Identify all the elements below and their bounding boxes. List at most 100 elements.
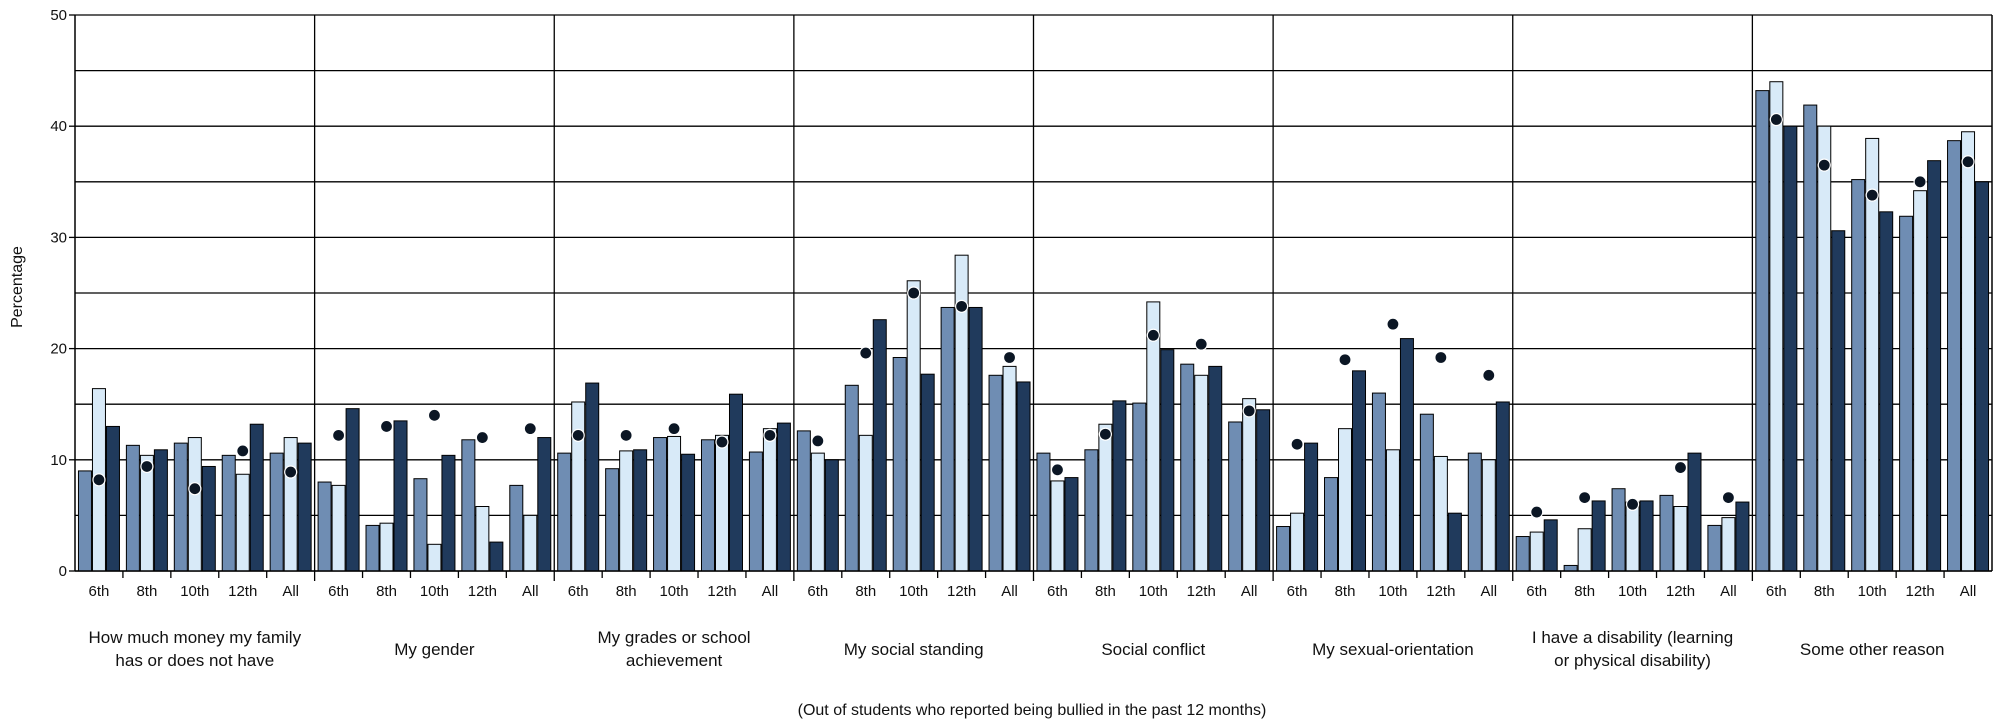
bar-series-2 [571, 401, 586, 572]
marker-point [188, 482, 202, 496]
bar-series-2 [283, 437, 298, 572]
bar-series-2 [1529, 531, 1544, 572]
x-tick-label: 10th [1378, 583, 1407, 600]
bar-series-2 [1050, 480, 1065, 572]
x-tick-label: All [282, 583, 299, 600]
marker-point [811, 434, 825, 448]
x-tick-label: 6th [1047, 583, 1068, 600]
x-tick-label: 12th [707, 583, 736, 600]
bar-series-1 [1180, 363, 1195, 572]
bar-series-3 [1160, 349, 1175, 572]
marker-point [1961, 155, 1975, 169]
bar-series-3 [1352, 370, 1367, 572]
marker-point [1194, 337, 1208, 351]
bar-series-3 [633, 449, 648, 572]
x-tick-label: 8th [136, 583, 157, 600]
marker-point [523, 422, 537, 436]
group-label: My sexual-orientation [1312, 640, 1474, 659]
bar-series-2 [1625, 501, 1640, 572]
bar-series-1 [173, 442, 188, 572]
bar-series-1 [1707, 524, 1722, 572]
bar-series-1 [1659, 494, 1674, 572]
bar-series-3 [1543, 519, 1558, 572]
x-tick-label: 12th [228, 583, 257, 600]
bar-series-2 [523, 514, 538, 572]
bar-series-2 [1913, 190, 1928, 572]
x-tick-label: 8th [1574, 583, 1595, 600]
marker-point [1290, 437, 1304, 451]
group-label: Social conflict [1101, 640, 1205, 659]
x-tick-label: 6th [1287, 583, 1308, 600]
bar-series-3 [1687, 452, 1702, 572]
bar-series-1 [844, 384, 859, 572]
marker-point [859, 346, 873, 360]
group-label: How much money my family [89, 628, 302, 647]
marker-point [140, 459, 154, 474]
bar-series-3 [1783, 125, 1798, 572]
marker-point [1625, 497, 1640, 511]
bar-series-3 [153, 449, 168, 572]
bar-series-1 [365, 524, 380, 572]
bar-series-1 [125, 444, 140, 572]
bar-series-1 [1276, 526, 1291, 572]
group-label: has or does not have [115, 651, 274, 670]
bar-series-2 [331, 484, 346, 572]
marker-point [284, 465, 298, 479]
x-tick-label: 8th [855, 583, 876, 600]
bar-series-2 [810, 452, 825, 572]
bar-series-3 [1016, 381, 1031, 572]
bar-series-2 [762, 428, 777, 572]
bar-series-1 [1324, 477, 1339, 572]
y-tick-label: 10 [50, 452, 67, 469]
marker-point [1386, 317, 1400, 331]
marker-point [955, 299, 969, 313]
chart-frame [69, 14, 1993, 581]
bar-series-3 [1879, 211, 1894, 572]
marker-point [1098, 427, 1112, 441]
x-tick-label: 12th [468, 583, 497, 600]
x-tick-label: All [762, 583, 779, 600]
bar-series-3 [824, 459, 839, 572]
x-tick-label: All [1001, 583, 1018, 600]
group-label: I have a disability (learning [1532, 628, 1733, 647]
bar-series-2 [1146, 301, 1161, 572]
y-tick-label: 40 [50, 118, 67, 135]
bar-series-1 [653, 437, 668, 572]
x-tick-label: All [1241, 583, 1258, 600]
y-tick-label: 0 [59, 563, 67, 580]
bar-series-1 [1611, 488, 1626, 572]
group-label: My grades or school [598, 628, 751, 647]
bar-series-3 [537, 437, 552, 572]
group-label: Some other reason [1800, 640, 1945, 659]
bar-series-1 [1563, 564, 1578, 572]
marker-point [1434, 350, 1448, 365]
x-tick-label: 8th [616, 583, 637, 600]
x-tick-label: 6th [1766, 583, 1787, 600]
bar-series-3 [1112, 400, 1127, 572]
marker-point [427, 408, 442, 422]
bar-series-3 [1399, 338, 1414, 572]
bar-series-3 [489, 541, 504, 572]
bar-series-2 [1817, 125, 1832, 572]
marker-point [92, 473, 106, 487]
bar-series-3 [585, 382, 600, 572]
x-tick-label: 6th [1526, 583, 1547, 600]
bar-series-3 [1208, 365, 1223, 572]
bar-series-3 [249, 423, 264, 572]
marker-point [1530, 505, 1544, 519]
bar-series-2 [1721, 517, 1736, 572]
bar-series-3 [297, 442, 312, 572]
x-tick-label: 10th [659, 583, 688, 600]
bar-series-3 [776, 422, 791, 572]
bar-series-1 [988, 374, 1003, 572]
bar-series-1 [413, 478, 428, 572]
bar-series-1 [509, 484, 524, 572]
bar-series-3 [872, 319, 887, 572]
bar-series-1 [796, 430, 811, 572]
bar-series-3 [968, 306, 983, 572]
marker-point [1721, 491, 1736, 505]
x-tick-label: 12th [1666, 583, 1695, 600]
bar-series-3 [1831, 230, 1846, 572]
marker-point [1769, 112, 1783, 127]
bar-series-2 [1338, 428, 1353, 572]
